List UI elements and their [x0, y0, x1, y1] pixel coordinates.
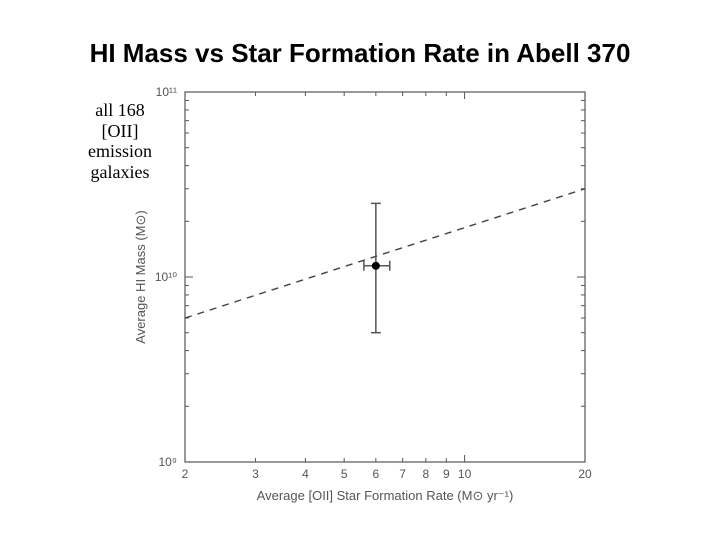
svg-text:8: 8 — [422, 467, 429, 481]
svg-text:10¹⁰: 10¹⁰ — [155, 270, 177, 284]
svg-text:5: 5 — [341, 467, 348, 481]
page-title: HI Mass vs Star Formation Rate in Abell … — [0, 38, 720, 69]
svg-text:10¹¹: 10¹¹ — [156, 85, 177, 99]
svg-text:10⁹: 10⁹ — [159, 455, 178, 469]
svg-text:7: 7 — [399, 467, 406, 481]
svg-text:20: 20 — [578, 467, 592, 481]
svg-text:4: 4 — [302, 467, 309, 481]
svg-text:2: 2 — [182, 467, 189, 481]
page-root: HI Mass vs Star Formation Rate in Abell … — [0, 0, 720, 540]
plot-frame — [185, 92, 585, 462]
svg-text:6: 6 — [373, 467, 380, 481]
chart-svg: 2 3 4 5 6 7 89 10 20 10⁹ 10¹⁰ 10¹¹ Average [OII] Sta… — [130, 84, 595, 512]
svg-text:10: 10 — [458, 467, 472, 481]
svg-text:9: 9 — [443, 467, 450, 481]
svg-text:Average [OII] Star Formation R: Average [OII] Star Formation Rate (M⊙ yr… — [257, 488, 514, 503]
chart-container: 2 3 4 5 6 7 89 10 20 10⁹ 10¹⁰ 10¹¹ Average [OII] Sta… — [130, 84, 595, 512]
svg-text:Average HI Mass (M⊙): Average HI Mass (M⊙) — [133, 210, 148, 343]
svg-text:3: 3 — [252, 467, 259, 481]
data-point — [372, 262, 380, 270]
